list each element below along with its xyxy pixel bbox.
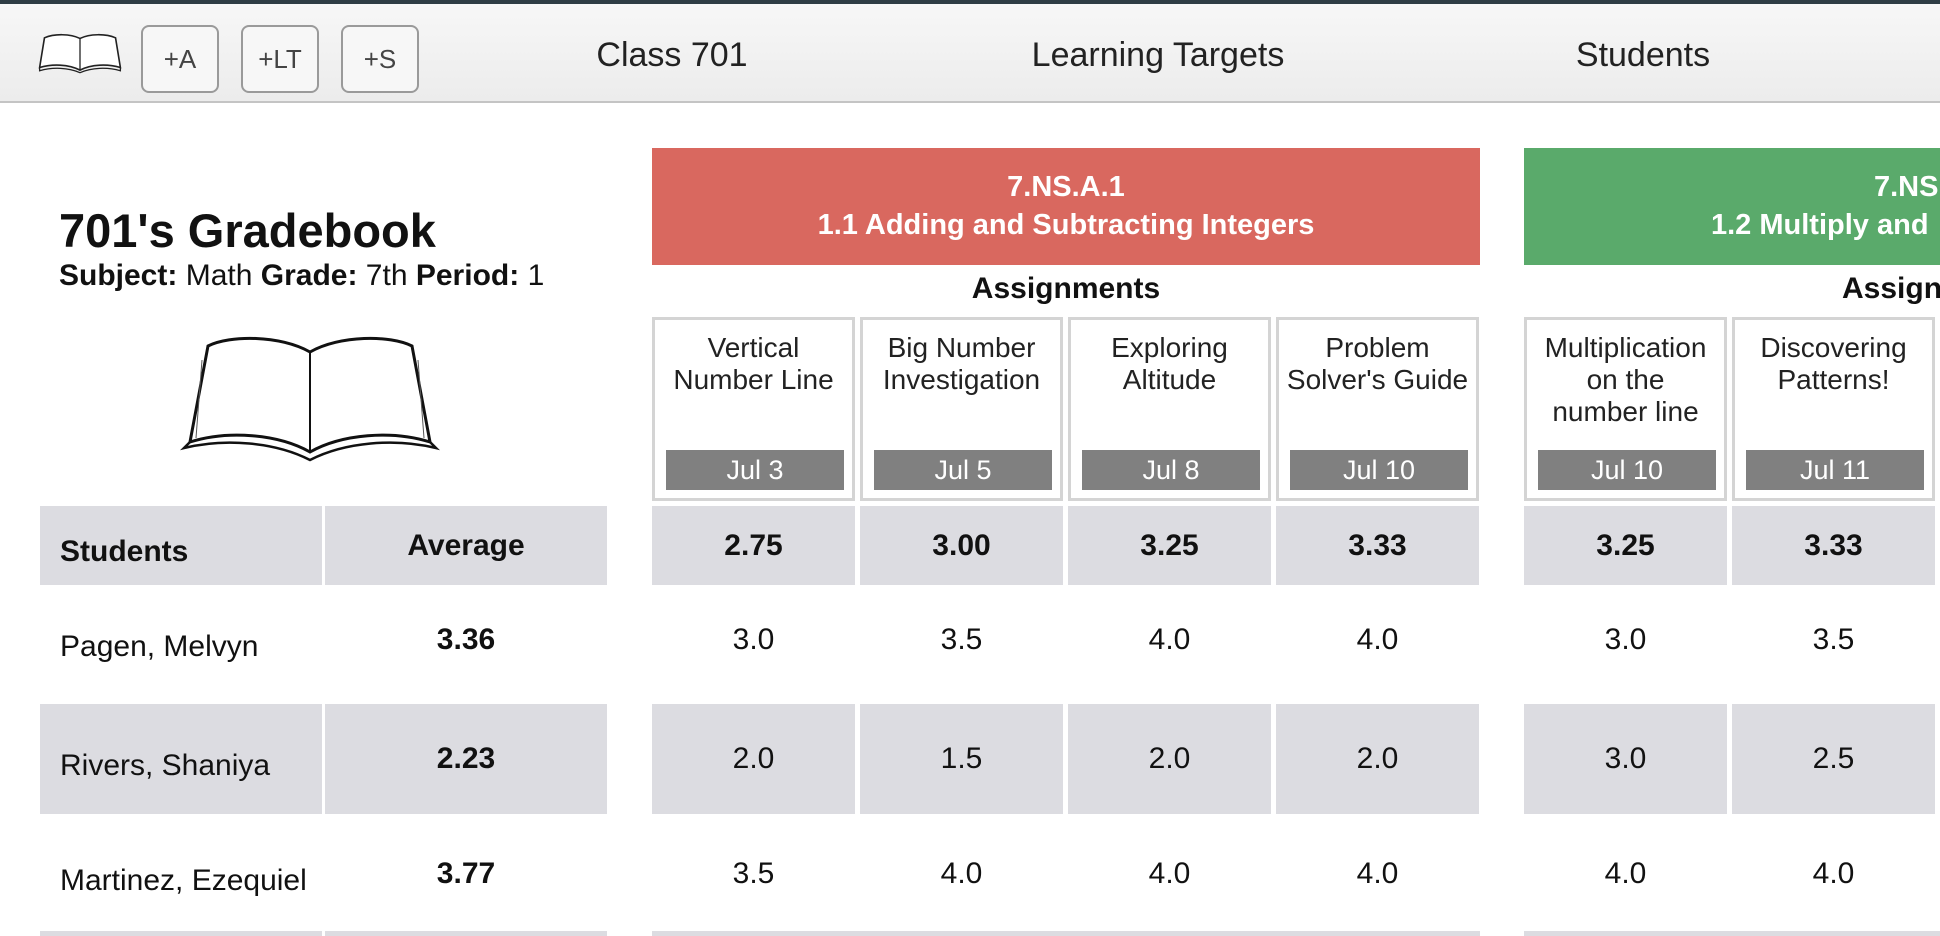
toolbar-button[interactable]: +LT: [241, 25, 319, 93]
row-divider: [1524, 931, 1940, 936]
student-name[interactable]: Pagen, Melvyn: [40, 585, 322, 695]
row-divider: [652, 931, 1480, 936]
row-divider: [325, 931, 607, 936]
column-header: Students: [40, 506, 322, 585]
row-divider: [40, 931, 322, 936]
student-name[interactable]: Martinez, Ezequiel: [40, 819, 322, 929]
book-icon[interactable]: [38, 29, 122, 77]
toolbar-button[interactable]: +S: [341, 25, 419, 93]
assignment-date: Jul 8: [1082, 450, 1260, 490]
assignment-average: 3.00: [860, 506, 1063, 585]
assignment-name: Multiplication on the number line: [1527, 320, 1724, 428]
assignment-name-line: Number Line: [673, 364, 834, 395]
assignment-card[interactable]: Discovering Patterns! Jul 11: [1732, 317, 1935, 501]
assignment-card[interactable]: Problem Solver's Guide Jul 10: [1276, 317, 1479, 501]
score-cell[interactable]: 3.0: [1524, 704, 1727, 814]
assignment-name-line: on the: [1586, 364, 1665, 395]
assignment-date: Jul 5: [874, 450, 1052, 490]
score-cell[interactable]: 1.5: [860, 704, 1063, 814]
score-cell[interactable]: 4.0: [1732, 819, 1935, 929]
score-cell[interactable]: 4.0: [1068, 585, 1271, 695]
assignment-name: Exploring Altitude: [1071, 320, 1268, 396]
score-cell[interactable]: 4.0: [1276, 819, 1479, 929]
score-cell[interactable]: 3.5: [1732, 585, 1935, 695]
target-title: 1.2 Multiply and: [1711, 209, 1929, 241]
assignment-name-line: Altitude: [1122, 364, 1217, 395]
info-value: 7th: [365, 259, 408, 292]
score-cell[interactable]: 2.0: [1276, 704, 1479, 814]
target-code: 7.NS: [1874, 171, 1939, 203]
assignment-card[interactable]: Big Number Investigation Jul 5: [860, 317, 1063, 501]
assignment-name-line: Discovering: [1760, 332, 1907, 363]
assignment-name-line: Investigation: [882, 364, 1041, 395]
assignment-name: Vertical Number Line: [655, 320, 852, 396]
assignment-name-line: Big Number: [887, 332, 1036, 363]
assignment-average: 2.75: [652, 506, 855, 585]
score-cell[interactable]: 2.5: [1732, 704, 1935, 814]
assignment-name: Problem Solver's Guide: [1279, 320, 1476, 396]
assignment-date: Jul 3: [666, 450, 844, 490]
score-cell[interactable]: 3.0: [1524, 585, 1727, 695]
assignment-date: Jul 10: [1538, 450, 1716, 490]
assignment-name: Discovering Patterns!: [1735, 320, 1932, 396]
score-cell[interactable]: 3.5: [860, 585, 1063, 695]
score-cell[interactable]: 4.0: [1068, 819, 1271, 929]
assignment-date: Jul 10: [1290, 450, 1468, 490]
target-header[interactable]: 7.NS.A.1 1.1 Adding and Subtracting Integ…: [652, 148, 1480, 265]
nav-link[interactable]: Class 701: [596, 36, 748, 74]
score-cell[interactable]: 3.5: [652, 819, 855, 929]
assignment-card[interactable]: Multiplication on the number line Jul 10: [1524, 317, 1727, 501]
assignment-date: Jul 11: [1746, 450, 1924, 490]
assignment-name: Big Number Investigation: [863, 320, 1060, 396]
score-cell[interactable]: 2.0: [1068, 704, 1271, 814]
target-code: 7.NS.A.1: [1007, 171, 1125, 203]
student-average: 2.23: [325, 704, 607, 814]
info-label: Period:: [415, 259, 520, 292]
target-title: 1.1 Adding and Subtracting Integers: [817, 209, 1315, 241]
assignment-name-line: Patterns!: [1777, 364, 1890, 395]
score-cell[interactable]: 4.0: [1276, 585, 1479, 695]
score-cell[interactable]: 4.0: [860, 819, 1063, 929]
nav-link[interactable]: Students: [1575, 36, 1711, 74]
assignments-label: Assign: [1842, 272, 1940, 305]
gradebook-title: 701's Gradebook: [59, 204, 436, 257]
toolbar: +A +LT +S Class 701 Learning Targets Students: [0, 0, 1940, 103]
gradebook-info: Subject: Math Grade: 7th Period: 1: [59, 259, 544, 293]
info-label: Subject:: [59, 259, 178, 292]
student-average: 3.36: [325, 585, 607, 695]
assignment-name-line: number line: [1552, 396, 1699, 427]
info-label: Grade:: [260, 259, 358, 292]
target-header[interactable]: 7.NS 1.2 Multiply and: [1524, 148, 1940, 265]
assignment-average: 3.33: [1732, 506, 1935, 585]
assignment-name-line: Exploring: [1111, 332, 1228, 363]
assignment-name-line: Problem: [1325, 332, 1430, 363]
column-header: Average: [325, 506, 607, 585]
assignment-name-line: Multiplication: [1544, 332, 1707, 363]
assignment-card[interactable]: Exploring Altitude Jul 8: [1068, 317, 1271, 501]
score-cell[interactable]: 4.0: [1524, 819, 1727, 929]
assignment-average: 3.25: [1524, 506, 1727, 585]
student-name[interactable]: Rivers, Shaniya: [40, 704, 322, 814]
assignment-name-line: Solver's Guide: [1286, 364, 1469, 395]
student-average: 3.77: [325, 819, 607, 929]
score-cell[interactable]: 3.0: [652, 585, 855, 695]
toolbar-button[interactable]: +A: [141, 25, 219, 93]
nav-link[interactable]: Learning Targets: [1031, 36, 1285, 74]
assignments-label: Assignments: [971, 272, 1161, 305]
book-illustration: [180, 336, 440, 462]
assignment-average: 3.25: [1068, 506, 1271, 585]
assignment-card[interactable]: Vertical Number Line Jul 3: [652, 317, 855, 501]
assignment-name-line: Vertical: [707, 332, 800, 363]
info-value: Math: [185, 259, 253, 292]
info-value: 1: [527, 259, 545, 292]
score-cell[interactable]: 2.0: [652, 704, 855, 814]
assignment-average: 3.33: [1276, 506, 1479, 585]
